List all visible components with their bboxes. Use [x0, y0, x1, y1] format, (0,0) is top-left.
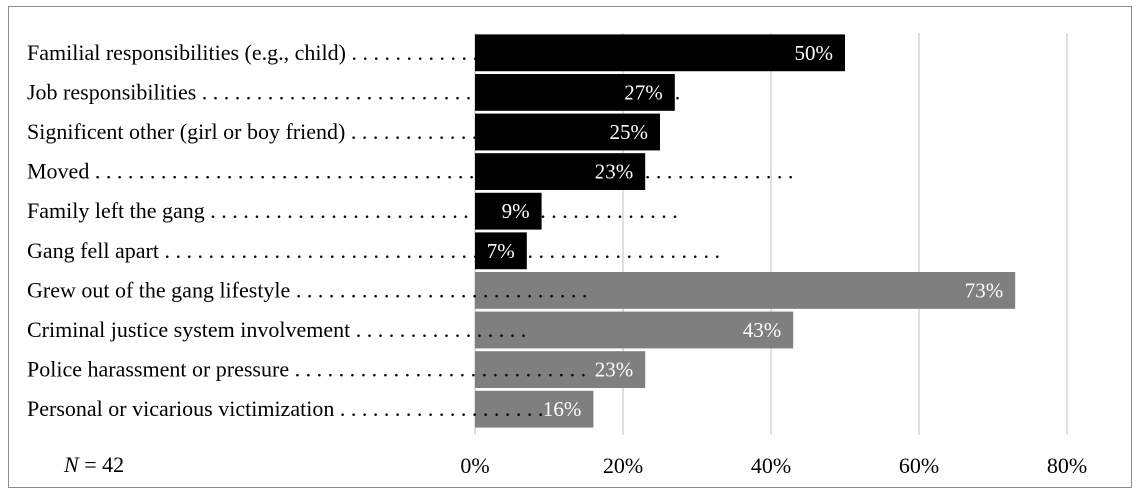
x-tick-label: 20%: [603, 453, 643, 478]
leader-dots: . . . . . . . . . . . . . . . . . . . . …: [159, 238, 720, 263]
bars: 50% 27% 25% 23% 9% 7% 73% 43% 23% 16%: [475, 34, 1016, 428]
category-label-text: Moved: [27, 159, 89, 184]
category-label: Police harassment or pressure . . . . . …: [27, 357, 586, 382]
sample-size-note: N = 42: [63, 452, 124, 477]
category-labels: Familial responsibilities (e.g., child) …: [27, 40, 793, 421]
bar-value-label: 16%: [543, 397, 582, 421]
category-label-text: Personal or vicarious victimization: [27, 396, 334, 421]
bar-value-label: 43%: [743, 318, 782, 342]
category-label: Gang fell apart . . . . . . . . . . . . …: [27, 238, 720, 263]
bar: [475, 390, 594, 428]
bar: [475, 113, 660, 151]
bar-value-label: 9%: [502, 199, 530, 223]
x-axis-ticks: 0% 20% 40% 60% 80%: [460, 453, 1087, 478]
bar: [475, 34, 845, 72]
bar: [475, 271, 1016, 309]
category-label-text: Familial responsibilities (e.g., child): [27, 40, 346, 65]
leader-dots: . . . . . . . . . . . . . . . . . . . . …: [89, 159, 793, 184]
leader-dots: . . . . . . . . . . . . . . . . . . . . …: [205, 198, 678, 223]
category-label: Moved . . . . . . . . . . . . . . . . . …: [27, 159, 793, 184]
bar-value-label: 25%: [610, 120, 649, 144]
leader-dots: . . . . . . . . . . . . . . . . . . . . …: [289, 357, 586, 382]
bar-value-label: 23%: [595, 160, 634, 184]
bar: [475, 192, 542, 230]
category-label: Familial responsibilities (e.g., child) …: [27, 40, 533, 65]
bar-value-label: 23%: [595, 358, 634, 382]
leader-dots: . . . . . . . . . . . . . . . . . . . . …: [196, 79, 680, 104]
leader-dots: . . . . . . . . . . . . . . . . .: [345, 119, 532, 144]
category-label: Personal or vicarious victimization . . …: [27, 396, 543, 421]
bar-chart: 50% 27% 25% 23% 9% 7% 73% 43% 23% 16% Familial re…: [27, 33, 1087, 478]
category-label-text: Significent other (girl or boy friend): [27, 119, 345, 144]
category-label-text: Gang fell apart: [27, 238, 159, 263]
x-tick-label: 40%: [751, 453, 791, 478]
category-label: Job responsibilities . . . . . . . . . .…: [27, 79, 680, 104]
category-label: Significent other (girl or boy friend) .…: [27, 119, 532, 144]
bar-value-label: 50%: [795, 41, 834, 65]
category-label: Grew out of the gang lifestyle . . . . .…: [27, 277, 587, 302]
bar-value-label: 27%: [624, 80, 663, 104]
bar: [475, 351, 646, 389]
sample-size-symbol: N: [63, 452, 80, 477]
x-tick-label: 60%: [899, 453, 939, 478]
bar-value-label: 73%: [965, 278, 1004, 302]
x-tick-label: 80%: [1047, 453, 1087, 478]
category-label: Criminal justice system involvement . . …: [27, 317, 526, 342]
x-tick-label: 0%: [460, 453, 489, 478]
bar: [475, 73, 675, 111]
leader-dots: . . . . . . . . . . . . . . . . . . . . …: [290, 277, 587, 302]
category-label-text: Grew out of the gang lifestyle: [27, 277, 290, 302]
bar: [475, 232, 527, 270]
bar: [475, 311, 794, 349]
leader-dots: . . . . . . . . . . . . . . . . . . .: [334, 396, 543, 421]
leader-dots: . . . . . . . . . . . . . . . .: [350, 317, 526, 342]
category-label-text: Job responsibilities: [27, 79, 196, 104]
sample-size-value: = 42: [79, 452, 124, 477]
category-label-text: Family left the gang: [27, 198, 205, 223]
category-label: Family left the gang . . . . . . . . . .…: [27, 198, 678, 223]
chart-frame: 50% 27% 25% 23% 9% 7% 73% 43% 23% 16% Familial re…: [8, 6, 1132, 488]
leader-dots: . . . . . . . . . . . . . . . . .: [346, 40, 533, 65]
category-label-text: Police harassment or pressure: [27, 357, 289, 382]
bar-value-label: 7%: [487, 239, 515, 263]
category-label-text: Criminal justice system involvement: [27, 317, 350, 342]
bar: [475, 153, 646, 191]
